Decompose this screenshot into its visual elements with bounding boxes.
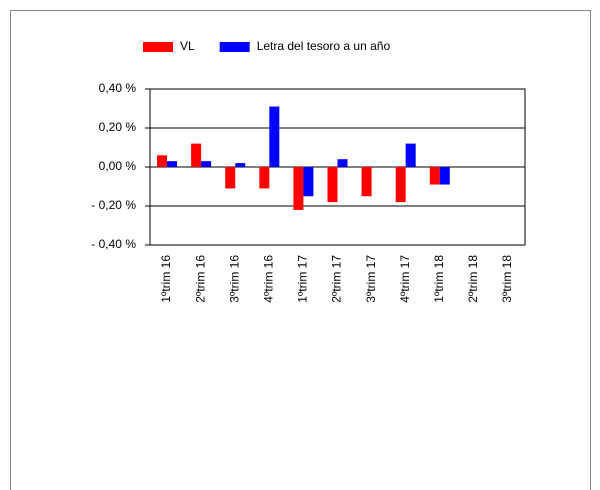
- bar: [167, 161, 178, 167]
- bar: [259, 167, 270, 189]
- frame: [10, 10, 591, 490]
- bar: [395, 167, 406, 203]
- bar: [337, 159, 348, 167]
- x-tick-label: 4ºtrim 17: [398, 255, 412, 303]
- bar: [361, 167, 372, 197]
- y-tick-label: 0,20 %: [99, 120, 137, 134]
- y-tick-label: 0,40 %: [99, 81, 137, 95]
- bar: [429, 167, 440, 185]
- x-tick-label: 3ºtrim 17: [364, 255, 378, 303]
- bar: [293, 167, 304, 210]
- bar: [439, 167, 450, 185]
- bar: [225, 167, 236, 189]
- x-tick-label: 1ºtrim 16: [159, 255, 173, 303]
- bar: [157, 155, 168, 167]
- x-tick-label: 4ºtrim 16: [261, 255, 275, 303]
- x-tick-label: 1ºtrim 17: [296, 255, 310, 303]
- x-tick-label: 2ºtrim 18: [466, 255, 480, 303]
- y-tick-label: - 0,20 %: [91, 198, 136, 212]
- legend-label: Letra del tesoro a un año: [257, 39, 391, 53]
- legend-label: VL: [180, 39, 195, 53]
- bar: [201, 161, 212, 167]
- x-tick-label: 2ºtrim 16: [193, 255, 207, 303]
- bar: [303, 167, 314, 197]
- bar: [235, 163, 246, 167]
- x-tick-label: 2ºtrim 17: [330, 255, 344, 303]
- plot-border: [149, 88, 526, 246]
- y-tick-label: 0,00 %: [99, 159, 137, 173]
- legend-swatch: [219, 42, 250, 52]
- x-tick-label: 3ºtrim 18: [500, 255, 514, 303]
- y-tick-label: - 0,40 %: [91, 237, 136, 251]
- bar: [327, 167, 338, 203]
- x-tick-label: 3ºtrim 16: [227, 255, 241, 303]
- x-tick-label: 1ºtrim 18: [432, 255, 446, 303]
- bar: [191, 143, 202, 167]
- bar: [269, 106, 280, 167]
- bar: [405, 143, 416, 167]
- legend-swatch: [143, 42, 173, 52]
